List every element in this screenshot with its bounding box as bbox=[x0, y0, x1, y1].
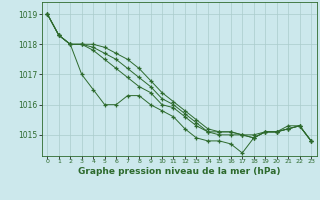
X-axis label: Graphe pression niveau de la mer (hPa): Graphe pression niveau de la mer (hPa) bbox=[78, 167, 280, 176]
